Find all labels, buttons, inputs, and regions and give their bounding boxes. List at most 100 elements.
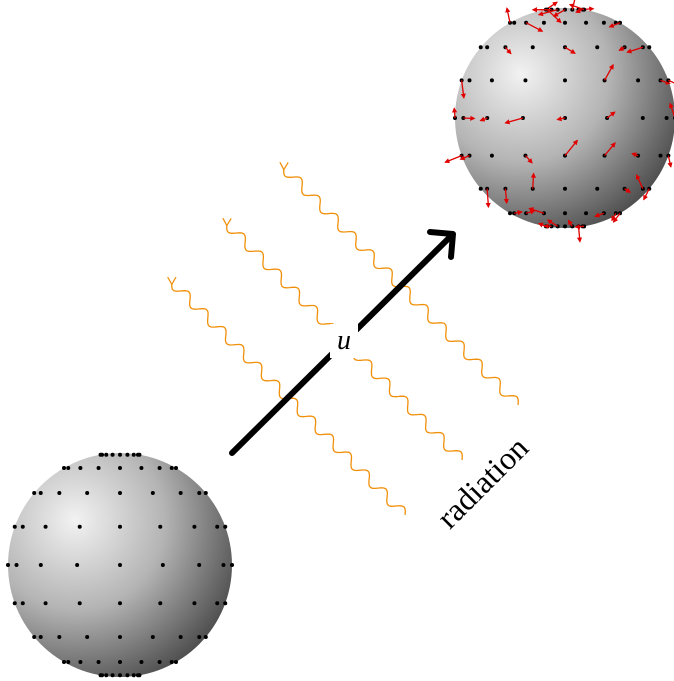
point [110, 673, 115, 678]
point [157, 659, 162, 664]
point [563, 20, 567, 25]
displacement [504, 117, 524, 125]
displacement [667, 155, 673, 168]
point [62, 466, 66, 471]
point [595, 186, 600, 191]
displacement [624, 187, 632, 193]
point [485, 45, 490, 50]
point [563, 211, 567, 216]
point [658, 153, 663, 158]
point [104, 673, 109, 678]
velocity-arrowhead [427, 229, 456, 260]
point [66, 659, 71, 664]
point [125, 673, 130, 678]
displacement [631, 152, 639, 158]
point [118, 673, 122, 678]
point [100, 452, 105, 457]
displacement [528, 207, 545, 214]
point [178, 491, 183, 496]
point [62, 659, 66, 664]
displacement [643, 188, 650, 201]
point [131, 452, 136, 457]
point [38, 634, 43, 639]
displacement [546, 219, 559, 227]
point [66, 466, 71, 471]
point [508, 211, 512, 216]
displacement [594, 212, 605, 218]
displacement [635, 174, 644, 189]
point [601, 20, 606, 25]
point [541, 20, 546, 25]
point [563, 186, 567, 191]
point [223, 524, 228, 529]
displacement [612, 212, 621, 223]
point [203, 491, 208, 496]
point [118, 634, 122, 639]
point [563, 78, 567, 83]
point [12, 524, 17, 529]
displacement [576, 226, 583, 243]
displacement [606, 111, 616, 119]
point [38, 491, 43, 496]
point [192, 601, 197, 606]
point [221, 563, 226, 567]
point [563, 224, 567, 229]
point [158, 601, 163, 606]
displacement [567, 219, 573, 227]
point [157, 466, 162, 471]
displacement [537, 9, 558, 17]
displacement [564, 139, 578, 157]
point [85, 634, 90, 639]
point [169, 659, 174, 664]
displacement [603, 63, 614, 81]
point [647, 45, 652, 50]
point [12, 601, 17, 606]
point [584, 20, 589, 25]
displacement [525, 22, 544, 32]
point [595, 45, 600, 50]
point [640, 116, 645, 120]
point [100, 673, 105, 678]
displacement [485, 188, 491, 209]
point [223, 601, 228, 606]
displacement [604, 142, 616, 157]
point [664, 116, 669, 120]
point [77, 524, 82, 529]
displacement [571, 0, 576, 10]
displacement [611, 212, 617, 222]
point [174, 659, 178, 664]
point [150, 491, 155, 496]
displacement [618, 46, 625, 51]
displacement [444, 155, 462, 164]
displacement [575, 8, 583, 14]
displacement [574, 224, 585, 230]
displacement [460, 80, 466, 99]
point [43, 524, 48, 529]
point [478, 45, 483, 50]
point [512, 20, 517, 25]
displacement [479, 116, 488, 122]
point [125, 452, 130, 457]
point [160, 563, 165, 567]
point [150, 634, 155, 639]
point [478, 186, 483, 191]
point [32, 634, 37, 639]
point [20, 524, 25, 529]
point [118, 491, 122, 496]
velocity-label: u [337, 325, 351, 356]
displacement [568, 3, 585, 11]
point [96, 466, 101, 471]
displacement [668, 102, 674, 118]
point [20, 601, 25, 606]
point [178, 634, 183, 639]
displacement [530, 172, 536, 189]
point [137, 673, 142, 678]
displacement [514, 210, 523, 216]
point [139, 466, 144, 471]
point [85, 491, 90, 496]
point [104, 452, 109, 457]
displacement [556, 116, 566, 122]
point [110, 452, 115, 457]
point [197, 563, 202, 567]
